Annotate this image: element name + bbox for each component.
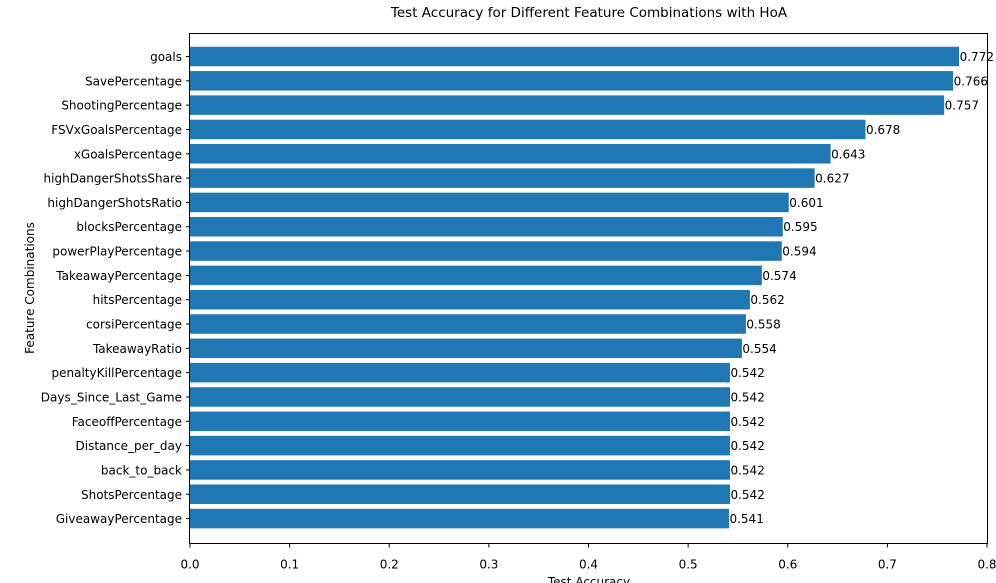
bar-value-label: 0.542: [730, 439, 764, 453]
y-tick-label: back_to_back: [101, 463, 182, 477]
x-tick-label: 0.7: [878, 558, 897, 572]
bar: [190, 144, 831, 164]
bar-value-label: 0.643: [831, 147, 865, 161]
bar: [190, 168, 815, 188]
y-tick-label: highDangerShotsShare: [44, 172, 182, 186]
bar-value-label: 0.542: [730, 366, 764, 380]
bar-value-label: 0.541: [729, 512, 763, 526]
x-tick-label: 0.1: [280, 558, 299, 572]
y-tick-label: FaceoffPercentage: [72, 415, 182, 429]
bar-value-label: 0.594: [782, 245, 816, 259]
x-tick-label: 0.0: [180, 558, 199, 572]
x-tick-label: 0.3: [479, 558, 498, 572]
bar-value-label: 0.766: [954, 74, 988, 88]
bar-value-label: 0.542: [730, 390, 764, 404]
y-tick-label: Days_Since_Last_Game: [41, 390, 182, 404]
y-tick-label: FSVxGoalsPercentage: [51, 123, 182, 137]
chart-title: Test Accuracy for Different Feature Comb…: [390, 5, 788, 21]
y-tick-label: GiveawayPercentage: [56, 512, 182, 526]
bar-value-label: 0.562: [750, 293, 784, 307]
bar: [190, 411, 730, 432]
bar: [190, 314, 746, 334]
bar: [190, 484, 730, 505]
bar-value-label: 0.542: [730, 415, 764, 429]
bar-value-label: 0.574: [762, 269, 796, 283]
y-tick-label: powerPlayPercentage: [52, 245, 182, 259]
y-axis-label: Feature Combinations: [23, 222, 37, 354]
bar: [190, 265, 762, 286]
x-tick-label: 0.5: [679, 558, 698, 572]
y-axis: goals SavePercentage ShootingPercentage FSV…: [41, 50, 190, 526]
x-tick-label: 0.6: [778, 558, 797, 572]
bar: [190, 241, 782, 261]
y-tick-label: hitsPercentage: [93, 293, 182, 307]
bar: [190, 508, 729, 529]
bar: [190, 216, 783, 237]
bar-value-label: 0.757: [945, 99, 979, 113]
bar-value-label: 0.595: [783, 220, 817, 234]
bar: [190, 460, 730, 480]
y-tick-label: TakeawayRatio: [92, 342, 182, 356]
x-tick-label: 0.2: [380, 558, 399, 572]
y-tick-label: highDangerShotsRatio: [47, 196, 182, 210]
y-tick-label: corsiPercentage: [86, 318, 182, 332]
bar-value-label: 0.554: [742, 342, 776, 356]
x-axis-label: Test Accuracy: [547, 575, 630, 583]
y-tick-label: SavePercentage: [85, 74, 182, 88]
bar: [190, 46, 960, 67]
x-tick-label: 0.4: [579, 558, 598, 572]
y-tick-label: Distance_per_day: [76, 439, 182, 453]
bars-group: [190, 46, 960, 529]
bar: [190, 289, 750, 310]
y-tick-label: penaltyKillPercentage: [52, 366, 182, 380]
y-tick-label: blocksPercentage: [76, 220, 182, 234]
bar-value-label: 0.627: [815, 172, 849, 186]
bar-value-label: 0.678: [866, 123, 900, 137]
bar: [190, 192, 789, 213]
x-tick-label: 0.8: [977, 558, 996, 572]
y-tick-label: TakeawayPercentage: [55, 269, 182, 283]
bar: [190, 362, 730, 383]
x-axis: 0.0 0.1 0.2 0.3 0.4 0.5 0.6 0.7 0.8: [180, 543, 996, 572]
y-tick-label: ShotsPercentage: [81, 488, 182, 502]
bar: [190, 119, 866, 140]
bar-value-label: 0.772: [960, 50, 994, 64]
y-tick-label: goals: [150, 50, 182, 64]
y-tick-label: ShootingPercentage: [61, 99, 182, 113]
bar: [190, 387, 730, 407]
bar: [190, 338, 742, 359]
bar-value-label: 0.542: [730, 488, 764, 502]
bar-value-label: 0.542: [730, 463, 764, 477]
bar: [190, 95, 945, 115]
bar: [190, 71, 954, 91]
bar-value-label: 0.558: [746, 318, 780, 332]
y-tick-label: xGoalsPercentage: [74, 147, 182, 161]
bar: [190, 435, 730, 456]
bar-value-label: 0.601: [789, 196, 823, 210]
